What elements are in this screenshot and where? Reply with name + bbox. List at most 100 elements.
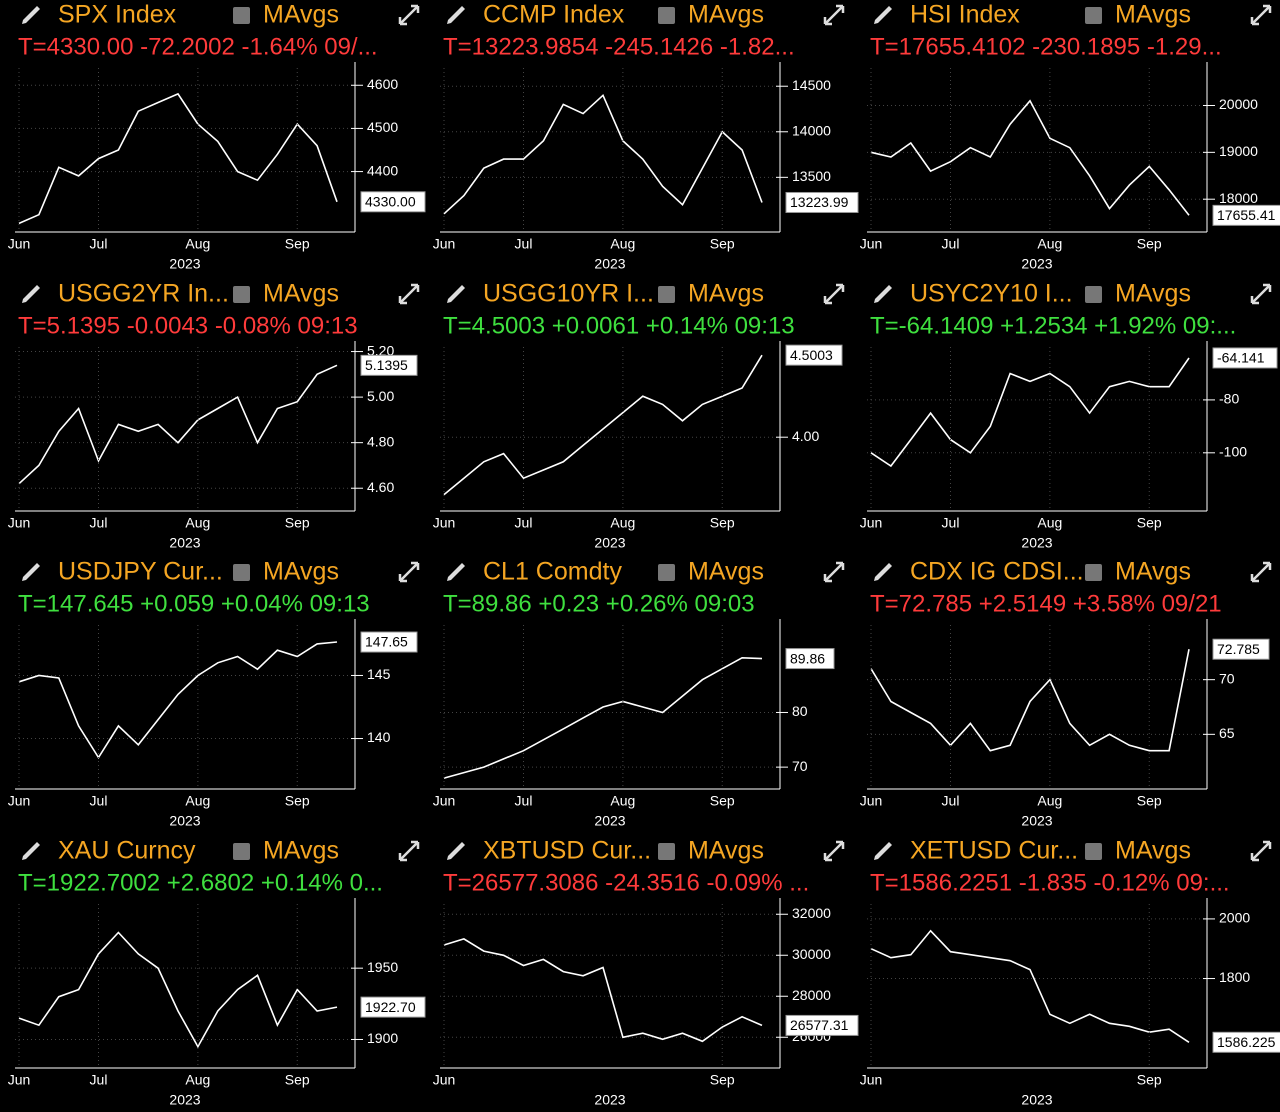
mavgs-label: MAvgs bbox=[1115, 280, 1191, 308]
panel-title: XBTUSD Cur... bbox=[483, 837, 651, 865]
price-line bbox=[443, 938, 763, 1043]
panel-title: USDJPY Cur... bbox=[58, 558, 223, 586]
mavgs-checkbox[interactable] bbox=[1085, 564, 1102, 581]
mavgs-checkbox[interactable] bbox=[233, 564, 250, 581]
expand-icon[interactable] bbox=[823, 283, 845, 305]
mavgs-label: MAvgs bbox=[1115, 837, 1191, 865]
y-tick-label: 19000 bbox=[1219, 143, 1258, 159]
y-tick-label: 1900 bbox=[367, 1030, 398, 1046]
mavgs-checkbox[interactable] bbox=[1085, 843, 1102, 860]
y-tick-label: 4.00 bbox=[792, 428, 819, 444]
x-tick-label: Jul bbox=[942, 793, 960, 809]
x-tick-label: Sep bbox=[1137, 1072, 1162, 1088]
y-tick-label: 13500 bbox=[792, 168, 831, 184]
edit-icon[interactable] bbox=[874, 6, 892, 24]
y-tick-label: 70 bbox=[792, 758, 808, 774]
expand-icon[interactable] bbox=[1250, 561, 1272, 583]
last-value-box bbox=[360, 996, 426, 1018]
last-value-box bbox=[360, 631, 418, 653]
last-value-label: 4.5003 bbox=[790, 347, 833, 363]
expand-icon[interactable] bbox=[1250, 4, 1272, 26]
price-line bbox=[870, 99, 1190, 216]
mavgs-checkbox[interactable] bbox=[658, 843, 675, 860]
panel-title: CL1 Comdty bbox=[483, 558, 622, 586]
mavgs-label: MAvgs bbox=[1115, 558, 1191, 586]
edit-icon[interactable] bbox=[447, 842, 465, 860]
edit-icon[interactable] bbox=[22, 285, 40, 303]
x-tick-label: Jun bbox=[433, 1072, 456, 1088]
expand-icon[interactable] bbox=[1250, 283, 1272, 305]
mavgs-label: MAvgs bbox=[263, 1, 339, 29]
expand-icon[interactable] bbox=[823, 561, 845, 583]
expand-icon[interactable] bbox=[398, 283, 420, 305]
expand-icon[interactable] bbox=[823, 840, 845, 862]
mavgs-checkbox[interactable] bbox=[233, 843, 250, 860]
edit-icon[interactable] bbox=[22, 563, 40, 581]
last-value-label: 1922.70 bbox=[365, 999, 416, 1015]
x-tick-label: Aug bbox=[1037, 515, 1062, 531]
x-tick-label: Jul bbox=[90, 1072, 108, 1088]
mavgs-checkbox[interactable] bbox=[658, 564, 675, 581]
y-tick-label: 32000 bbox=[792, 905, 831, 921]
expand-icon[interactable] bbox=[398, 561, 420, 583]
edit-icon[interactable] bbox=[874, 285, 892, 303]
x-tick-label: Sep bbox=[710, 793, 735, 809]
mavgs-checkbox[interactable] bbox=[1085, 7, 1102, 24]
y-tick-label: 140 bbox=[367, 729, 391, 745]
x-tick-label: Sep bbox=[1137, 236, 1162, 252]
mavgs-label: MAvgs bbox=[688, 837, 764, 865]
expand-icon[interactable] bbox=[398, 4, 420, 26]
edit-icon[interactable] bbox=[22, 6, 40, 24]
expand-icon[interactable] bbox=[823, 4, 845, 26]
x-tick-label: Jun bbox=[860, 1072, 883, 1088]
panel-title: USGG2YR In... bbox=[58, 280, 229, 308]
x-axis-year: 2023 bbox=[1021, 256, 1052, 272]
x-tick-label: Jul bbox=[942, 236, 960, 252]
mavgs-checkbox[interactable] bbox=[233, 286, 250, 303]
status-line: T=89.86 +0.23 +0.26% 09:03 bbox=[443, 590, 755, 617]
panel-title: CDX IG CDSI... bbox=[910, 558, 1084, 586]
y-tick-label: 1950 bbox=[367, 959, 398, 975]
edit-icon[interactable] bbox=[22, 842, 40, 860]
x-tick-label: Aug bbox=[610, 793, 635, 809]
y-tick-label: 4400 bbox=[367, 162, 398, 178]
edit-icon[interactable] bbox=[874, 563, 892, 581]
edit-icon[interactable] bbox=[874, 842, 892, 860]
mavgs-checkbox[interactable] bbox=[1085, 286, 1102, 303]
y-tick-label: -80 bbox=[1219, 391, 1239, 407]
y-tick-label: 5.00 bbox=[367, 388, 394, 404]
edit-icon[interactable] bbox=[447, 285, 465, 303]
status-line: T=4330.00 -72.2002 -1.64% 09/... bbox=[18, 33, 378, 60]
mavgs-label: MAvgs bbox=[688, 280, 764, 308]
last-value-box bbox=[1212, 1031, 1280, 1053]
expand-icon[interactable] bbox=[398, 840, 420, 862]
y-tick-label: 80 bbox=[792, 703, 808, 719]
expand-icon[interactable] bbox=[1250, 840, 1272, 862]
panel-title: USGG10YR I... bbox=[483, 280, 654, 308]
last-value-box bbox=[785, 344, 843, 366]
x-tick-label: Jun bbox=[8, 1072, 31, 1088]
panel-title: CCMP Index bbox=[483, 1, 625, 29]
x-tick-label: Jul bbox=[515, 236, 533, 252]
y-tick-label: 5.20 bbox=[367, 342, 394, 358]
mavgs-checkbox[interactable] bbox=[658, 286, 675, 303]
edit-icon[interactable] bbox=[447, 563, 465, 581]
x-tick-label: Jul bbox=[90, 515, 108, 531]
x-axis-year: 2023 bbox=[169, 535, 200, 551]
x-tick-label: Sep bbox=[285, 515, 310, 531]
edit-icon[interactable] bbox=[447, 6, 465, 24]
y-tick-label: 18000 bbox=[1219, 190, 1258, 206]
mavgs-checkbox[interactable] bbox=[233, 7, 250, 24]
mavgs-checkbox[interactable] bbox=[658, 7, 675, 24]
last-value-box bbox=[1212, 347, 1278, 369]
x-axis-year: 2023 bbox=[1021, 535, 1052, 551]
x-axis-year: 2023 bbox=[169, 813, 200, 829]
price-line bbox=[18, 92, 338, 225]
x-tick-label: Jun bbox=[433, 236, 456, 252]
x-tick-label: Jun bbox=[860, 793, 883, 809]
x-axis-year: 2023 bbox=[594, 535, 625, 551]
price-line bbox=[870, 357, 1190, 468]
status-line: T=26577.3086 -24.3516 -0.09% ... bbox=[443, 869, 809, 896]
